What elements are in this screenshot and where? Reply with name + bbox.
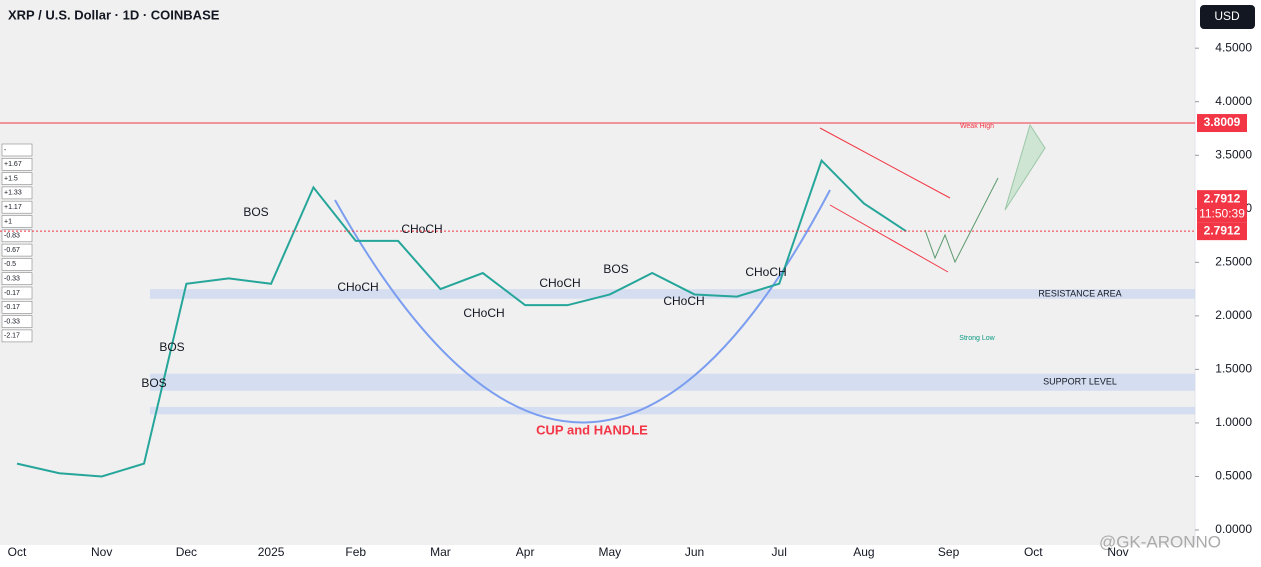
cup-curve (334, 189, 831, 424)
x-tick-label: May (599, 545, 622, 559)
y-tick-label: 2.5000 (1215, 254, 1252, 268)
countdown-price: 2.7912 (1204, 191, 1241, 205)
profile-label: -0.67 (4, 247, 20, 254)
annotation: BOS (141, 376, 166, 390)
currency-label[interactable]: USD (1214, 9, 1240, 23)
pattern-label: CUP and HANDLE (536, 422, 648, 437)
x-tick-label: Jun (685, 545, 704, 559)
profile-label: +1 (4, 218, 12, 225)
x-tick-label: Sep (938, 545, 960, 559)
plot-background (0, 0, 1195, 545)
x-tick-label: Oct (8, 545, 27, 559)
annotation: Weak High (960, 123, 994, 130)
zone (150, 406, 1195, 415)
currency-button[interactable] (1200, 5, 1255, 29)
chart-title: XRP / U.S. Dollar · 1D · COINBASE (8, 7, 220, 22)
price-line-series (16, 158, 907, 478)
x-tick-label: Aug (853, 545, 874, 559)
profile-label: -0.5 (4, 261, 16, 268)
x-tick-label: Jul (772, 545, 787, 559)
projection (924, 177, 999, 264)
x-tick-label: Feb (345, 545, 366, 559)
annotation: CHoCH (401, 222, 442, 236)
profile-label: -0.33 (4, 276, 20, 283)
x-tick-label: Nov (1107, 545, 1128, 559)
y-tick-label: 4.0000 (1215, 94, 1252, 108)
countdown: 11:50:39 (1199, 206, 1245, 220)
profile-box (1, 172, 33, 185)
y-tick-label: 4.5000 (1215, 40, 1252, 54)
annotation: BOS (243, 205, 268, 219)
profile-label: -2.17 (4, 333, 20, 340)
profile-label: -0.33 (4, 318, 20, 325)
zone (150, 373, 1195, 391)
y-tick-label: 2.0000 (1215, 308, 1252, 322)
zone (150, 289, 1195, 299)
price-tag-label: 2.7912 (1204, 223, 1241, 237)
profile-box (1, 272, 33, 286)
y-tick-label: 3.5000 (1215, 147, 1252, 161)
annotation: CHoCH (463, 306, 504, 320)
zone-label: SUPPORT LEVEL (1043, 377, 1117, 387)
countdown-tag (1197, 190, 1247, 223)
profile-box (1, 229, 33, 243)
profile-label: -0.17 (4, 304, 20, 311)
y-tick-label: 1.0000 (1215, 415, 1252, 429)
profile-box (1, 158, 33, 171)
y-tick-label: 0.5000 (1215, 469, 1252, 483)
price-tag-label: 3.8009 (1204, 115, 1241, 129)
profile-box (1, 200, 33, 214)
price-tag (1197, 222, 1247, 241)
annotation: BOS (159, 340, 184, 354)
annotation: CHoCH (539, 276, 580, 290)
profile-label: +1.33 (4, 190, 22, 197)
profile-box (1, 243, 33, 257)
price-tag (1197, 114, 1247, 133)
y-tick-label: 1.5000 (1215, 362, 1252, 376)
annotation: CHoCH (337, 280, 378, 294)
x-tick-label: 2025 (258, 545, 285, 559)
x-tick-label: Apr (516, 545, 535, 559)
zone-label: RESISTANCE AREA (1038, 288, 1121, 298)
profile-box (1, 286, 33, 300)
profile-box (1, 300, 33, 314)
profile-label: +1.5 (4, 175, 18, 182)
annotation: Strong Low (959, 335, 995, 342)
annotation: CHoCH (745, 265, 786, 279)
x-tick-label: Dec (176, 545, 197, 559)
profile-label: +1.17 (4, 204, 22, 211)
profile-label: - (4, 147, 7, 154)
profile-box (1, 315, 33, 328)
annotation: BOS (603, 262, 628, 276)
channel (819, 127, 951, 273)
profile-box (1, 329, 33, 343)
x-tick-label: Mar (430, 545, 451, 559)
annotation: CHoCH (663, 294, 704, 308)
profile-label: +1.67 (4, 161, 22, 168)
profile-label: -0.83 (4, 233, 20, 240)
y-tick-label: 0.0000 (1215, 522, 1252, 536)
profile-label: -0.17 (4, 290, 20, 297)
x-tick-label: Nov (91, 545, 112, 559)
profile-box (1, 215, 33, 228)
x-tick-label: Oct (1024, 545, 1043, 559)
profile-box (1, 258, 33, 271)
profile-box (1, 186, 33, 200)
projection-arrow (1004, 123, 1046, 211)
profile-box (1, 143, 33, 157)
watermark: @GK-ARONNO (1099, 532, 1221, 551)
